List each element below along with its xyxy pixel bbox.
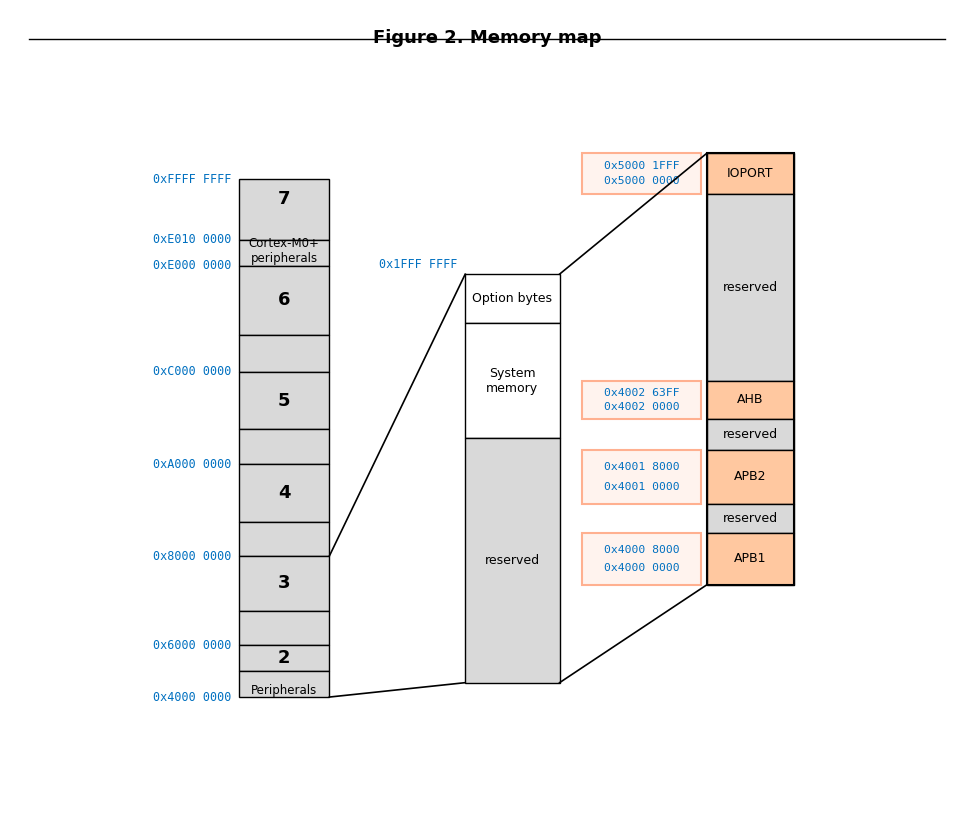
Text: 0x4000 0000: 0x4000 0000 <box>153 690 231 704</box>
Text: 6: 6 <box>278 291 290 309</box>
Bar <box>707 153 794 194</box>
Text: reserved: reserved <box>485 553 540 566</box>
Bar <box>239 335 329 372</box>
Text: System
memory: System memory <box>486 367 539 395</box>
Text: AHB: AHB <box>737 394 764 406</box>
Text: Figure 2. Memory map: Figure 2. Memory map <box>373 29 601 47</box>
Text: 0xFFFF FFFF: 0xFFFF FFFF <box>153 173 231 186</box>
Text: 0x4001 8000: 0x4001 8000 <box>604 462 679 472</box>
Bar <box>582 450 700 505</box>
Bar <box>707 194 794 381</box>
Text: 0x5000 1FFF: 0x5000 1FFF <box>604 161 679 171</box>
Text: 0xE010 0000: 0xE010 0000 <box>153 233 231 246</box>
Text: reserved: reserved <box>723 428 777 441</box>
Text: Option bytes: Option bytes <box>472 292 552 305</box>
Text: APB1: APB1 <box>734 552 767 566</box>
Text: IOPORT: IOPORT <box>727 167 773 180</box>
Text: 0xE000 0000: 0xE000 0000 <box>153 259 231 272</box>
Text: 0x4002 0000: 0x4002 0000 <box>604 402 679 412</box>
Bar <box>707 505 794 533</box>
Text: 0x4000 8000: 0x4000 8000 <box>604 545 679 555</box>
Text: 0xC000 0000: 0xC000 0000 <box>153 366 231 378</box>
Text: 0x1FFF FFFF: 0x1FFF FFFF <box>379 258 458 271</box>
Bar <box>707 153 794 585</box>
Text: 0x4002 63FF: 0x4002 63FF <box>604 388 679 398</box>
Text: 0x4001 0000: 0x4001 0000 <box>604 482 679 492</box>
Bar <box>239 522 329 556</box>
Bar <box>582 153 700 194</box>
Bar <box>707 450 794 505</box>
Bar <box>239 645 329 671</box>
Text: APB2: APB2 <box>734 470 767 483</box>
Bar <box>239 464 329 522</box>
Bar <box>582 381 700 419</box>
Bar <box>582 533 700 585</box>
Bar <box>239 556 329 611</box>
Bar <box>466 275 560 323</box>
Bar <box>466 438 560 682</box>
Bar <box>239 671 329 697</box>
Bar <box>239 372 329 429</box>
Bar <box>707 419 794 450</box>
Text: 2: 2 <box>278 649 290 667</box>
Bar <box>239 429 329 464</box>
Text: 5: 5 <box>278 392 290 409</box>
Text: 0xA000 0000: 0xA000 0000 <box>153 458 231 470</box>
Bar <box>707 533 794 585</box>
Text: 3: 3 <box>278 574 290 592</box>
Text: 4: 4 <box>278 484 290 501</box>
Text: 7: 7 <box>278 191 290 208</box>
Text: 0x4000 0000: 0x4000 0000 <box>604 563 679 573</box>
Bar <box>239 240 329 266</box>
Bar <box>239 611 329 645</box>
Bar <box>707 381 794 419</box>
Bar <box>239 266 329 335</box>
Bar <box>239 179 329 240</box>
Text: 0x8000 0000: 0x8000 0000 <box>153 550 231 562</box>
Text: reserved: reserved <box>723 280 777 293</box>
Text: reserved: reserved <box>723 512 777 525</box>
Text: 0x6000 0000: 0x6000 0000 <box>153 639 231 652</box>
Text: 0x5000 0000: 0x5000 0000 <box>604 176 679 186</box>
Text: Cortex-M0+
peripherals: Cortex-M0+ peripherals <box>248 237 319 266</box>
Text: Peripherals: Peripherals <box>251 684 318 697</box>
Bar <box>466 323 560 438</box>
